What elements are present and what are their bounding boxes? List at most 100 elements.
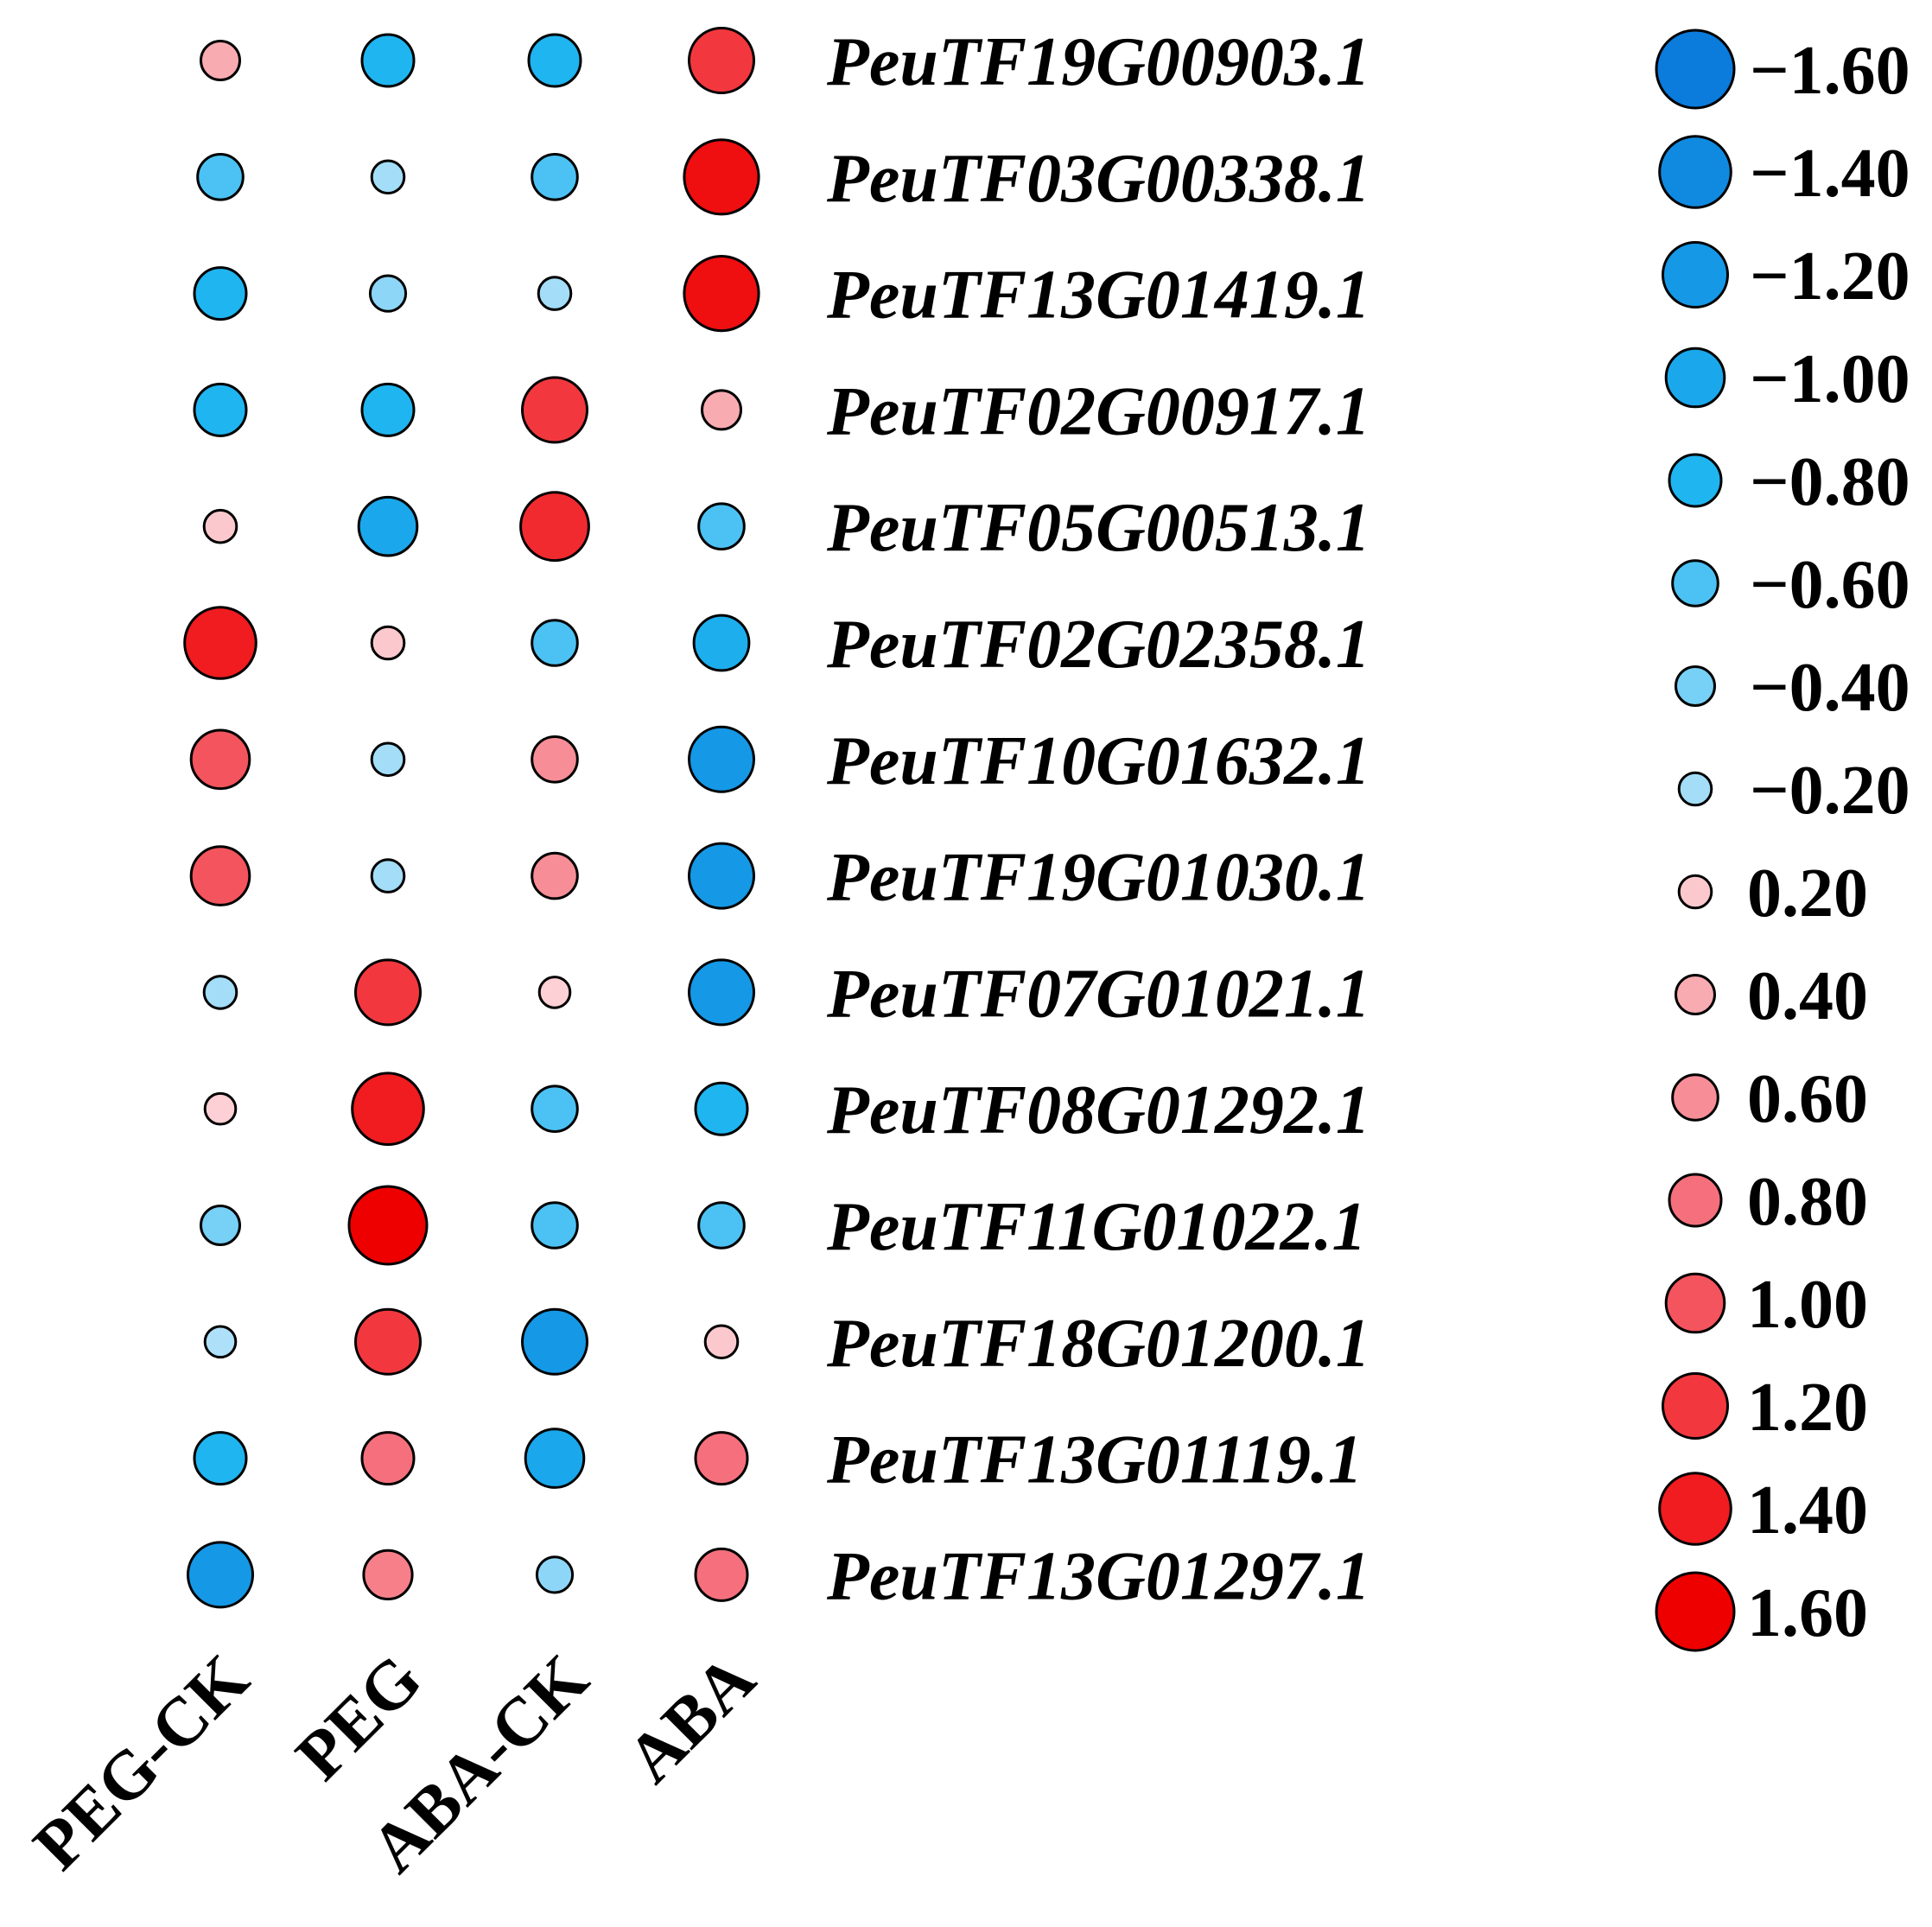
bubble-PeuTF08G01292.1-ABA-CK	[531, 1084, 579, 1133]
legend-label: 1.00	[1747, 1267, 1868, 1343]
legend-label: 1.20	[1747, 1370, 1868, 1446]
legend-label: −0.80	[1750, 444, 1910, 520]
bubble-PeuTF18G01200.1-PEG	[354, 1307, 422, 1376]
legend-swatch	[1658, 1472, 1732, 1546]
bubble-PeuTF02G02358.1-ABA	[692, 614, 751, 672]
legend-swatch	[1671, 559, 1719, 607]
bubble-PeuTF11G01022.1-ABA-CK	[531, 1201, 579, 1250]
bubble-PeuTF02G02358.1-PEG	[370, 625, 406, 661]
bubble-PeuTF11G01022.1-ABA	[697, 1201, 746, 1250]
bubble-PeuTF02G00917.1-ABA-CK	[521, 376, 588, 444]
gene-label: PeuTF08G01292.1	[826, 1072, 1370, 1148]
gene-label: PeuTF19G01030.1	[826, 840, 1370, 916]
bubble-PeuTF02G00917.1-PEG-CK	[193, 382, 248, 437]
bubble-PeuTF10G01632.1-PEG	[370, 741, 406, 778]
legend-label: 0.60	[1747, 1061, 1868, 1137]
bubble-PeuTF13G01419.1-PEG-CK	[193, 266, 248, 321]
legend-swatch	[1662, 241, 1729, 308]
legend-label: 0.20	[1747, 855, 1868, 932]
bubble-PeuTF13G01297.1-ABA	[694, 1547, 749, 1602]
bubble-PeuTF13G01119.1-PEG-CK	[193, 1431, 248, 1486]
bubble-PeuTF08G01292.1-ABA	[694, 1081, 749, 1136]
bubble-PeuTF10G01632.1-PEG-CK	[189, 728, 251, 791]
bubble-PeuTF13G01297.1-PEG-CK	[187, 1541, 254, 1609]
legend-swatch	[1662, 1372, 1729, 1440]
legend-swatch	[1671, 1073, 1719, 1122]
legend-swatch	[1675, 974, 1716, 1015]
bubble-PeuTF13G01419.1-ABA	[683, 255, 760, 333]
bubble-PeuTF13G01419.1-PEG	[368, 274, 408, 313]
legend-swatch	[1655, 1571, 1736, 1652]
legend-label: −1.00	[1750, 341, 1910, 417]
gene-label: PeuTF13G01297.1	[826, 1538, 1370, 1614]
legend-label: 0.40	[1747, 958, 1868, 1034]
bubble-PeuTF19G01030.1-PEG-CK	[189, 845, 251, 906]
bubble-PeuTF19G00903.1-PEG-CK	[200, 40, 241, 81]
bubble-PeuTF02G00917.1-PEG	[360, 382, 416, 437]
bubble-PeuTF08G01292.1-PEG	[351, 1072, 425, 1146]
gene-label: PeuTF13G01419.1	[826, 258, 1370, 334]
legend-label: −0.60	[1750, 547, 1910, 623]
legend-swatch	[1675, 665, 1716, 707]
legend-label: 1.40	[1747, 1472, 1868, 1549]
legend-swatch	[1655, 29, 1736, 110]
bubble-PeuTF19G01030.1-ABA-CK	[531, 851, 579, 900]
legend-swatch	[1658, 135, 1732, 209]
legend-swatch	[1664, 347, 1726, 409]
bubble-grid	[183, 27, 760, 1609]
bubble-PeuTF03G00338.1-PEG	[370, 159, 406, 195]
bubble-PeuTF13G01119.1-ABA	[694, 1431, 749, 1486]
bubble-PeuTF13G01297.1-ABA-CK	[535, 1555, 575, 1594]
bubble-PeuTF11G01022.1-PEG	[347, 1185, 429, 1266]
bubble-PeuTF07G01021.1-PEG-CK	[202, 975, 238, 1010]
gene-label: PeuTF13G01119.1	[826, 1422, 1363, 1498]
legend-swatch	[1677, 874, 1713, 910]
bubble-PeuTF18G01200.1-PEG-CK	[203, 1325, 238, 1359]
bubble-PeuTF13G01297.1-PEG	[362, 1549, 414, 1601]
gene-label: PeuTF18G01200.1	[826, 1306, 1370, 1382]
bubble-PeuTF05G00513.1-ABA	[697, 502, 746, 551]
legend-swatch	[1677, 771, 1713, 807]
bubble-PeuTF07G01021.1-ABA	[688, 958, 755, 1027]
legend-label: −1.40	[1750, 136, 1910, 212]
bubble-PeuTF05G00513.1-PEG	[357, 495, 419, 557]
gene-label: PeuTF10G01632.1	[826, 723, 1370, 799]
bubble-PeuTF19G01030.1-PEG	[370, 858, 406, 894]
legend-label: 1.60	[1747, 1575, 1868, 1651]
bubble-PeuTF19G00903.1-ABA	[688, 27, 755, 94]
bubble-PeuTF02G02358.1-ABA-CK	[531, 619, 579, 667]
gene-label: PeuTF05G00513.1	[826, 490, 1370, 566]
bubble-PeuTF10G01632.1-ABA-CK	[531, 735, 579, 784]
gene-label: PeuTF19G00903.1	[826, 24, 1370, 100]
legend-label: −0.20	[1750, 753, 1910, 829]
legend-label: 0.80	[1747, 1164, 1868, 1240]
legend: −1.60 −1.40 −1.20 −1.00 −0.80 −0.60 −0.40 −0.20…	[1655, 29, 1910, 1652]
bubble-PeuTF13G01419.1-ABA-CK	[537, 276, 573, 311]
bubble-PeuTF19G00903.1-ABA-CK	[527, 33, 582, 88]
bubble-PeuTF03G00338.1-ABA	[683, 138, 760, 216]
legend-swatch	[1664, 1272, 1726, 1334]
legend-swatch	[1668, 1173, 1723, 1228]
bubble-PeuTF03G00338.1-PEG-CK	[196, 153, 245, 201]
bubble-PeuTF18G01200.1-ABA-CK	[521, 1307, 588, 1376]
legend-label: −0.40	[1750, 650, 1910, 726]
gene-label: PeuTF02G02358.1	[826, 607, 1370, 683]
legend-swatch	[1668, 453, 1723, 508]
bubble-PeuTF07G01021.1-PEG	[354, 958, 422, 1027]
bubble-PeuTF05G00513.1-ABA-CK	[519, 491, 590, 563]
bubble-PeuTF07G01021.1-ABA-CK	[537, 976, 572, 1009]
bubble-PeuTF13G01119.1-PEG	[360, 1431, 416, 1486]
gene-label: PeuTF03G00338.1	[826, 141, 1370, 217]
bubble-PeuTF13G01119.1-ABA-CK	[524, 1428, 586, 1489]
column-label: PEG	[282, 1641, 436, 1796]
bubble-PeuTF08G01292.1-PEG-CK	[203, 1091, 238, 1126]
column-label: ABA	[613, 1640, 770, 1797]
bubble-PeuTF11G01022.1-PEG-CK	[200, 1205, 241, 1246]
gene-labels: PeuTF19G00903.1 PeuTF03G00338.1 PeuTF13G01…	[826, 24, 1370, 1614]
bubble-PeuTF19G00903.1-PEG	[360, 33, 416, 88]
bubble-PeuTF03G00338.1-ABA-CK	[531, 153, 579, 201]
bubble-PeuTF05G00513.1-PEG-CK	[202, 508, 238, 544]
bubble-PeuTF02G02358.1-PEG-CK	[183, 606, 257, 680]
bubble-PeuTF02G00917.1-ABA	[701, 389, 742, 431]
